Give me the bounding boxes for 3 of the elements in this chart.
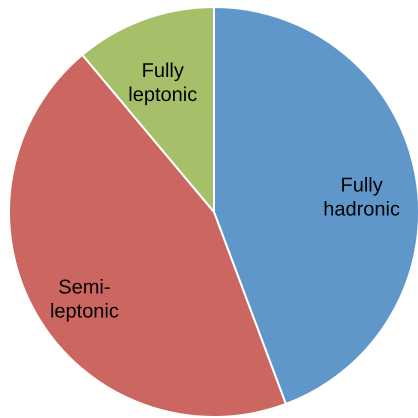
slice-label: Fully leptonic: [128, 60, 198, 106]
slice-label: Semi-leptonic: [50, 276, 119, 323]
slice-label: Fully hadronic: [323, 174, 400, 220]
